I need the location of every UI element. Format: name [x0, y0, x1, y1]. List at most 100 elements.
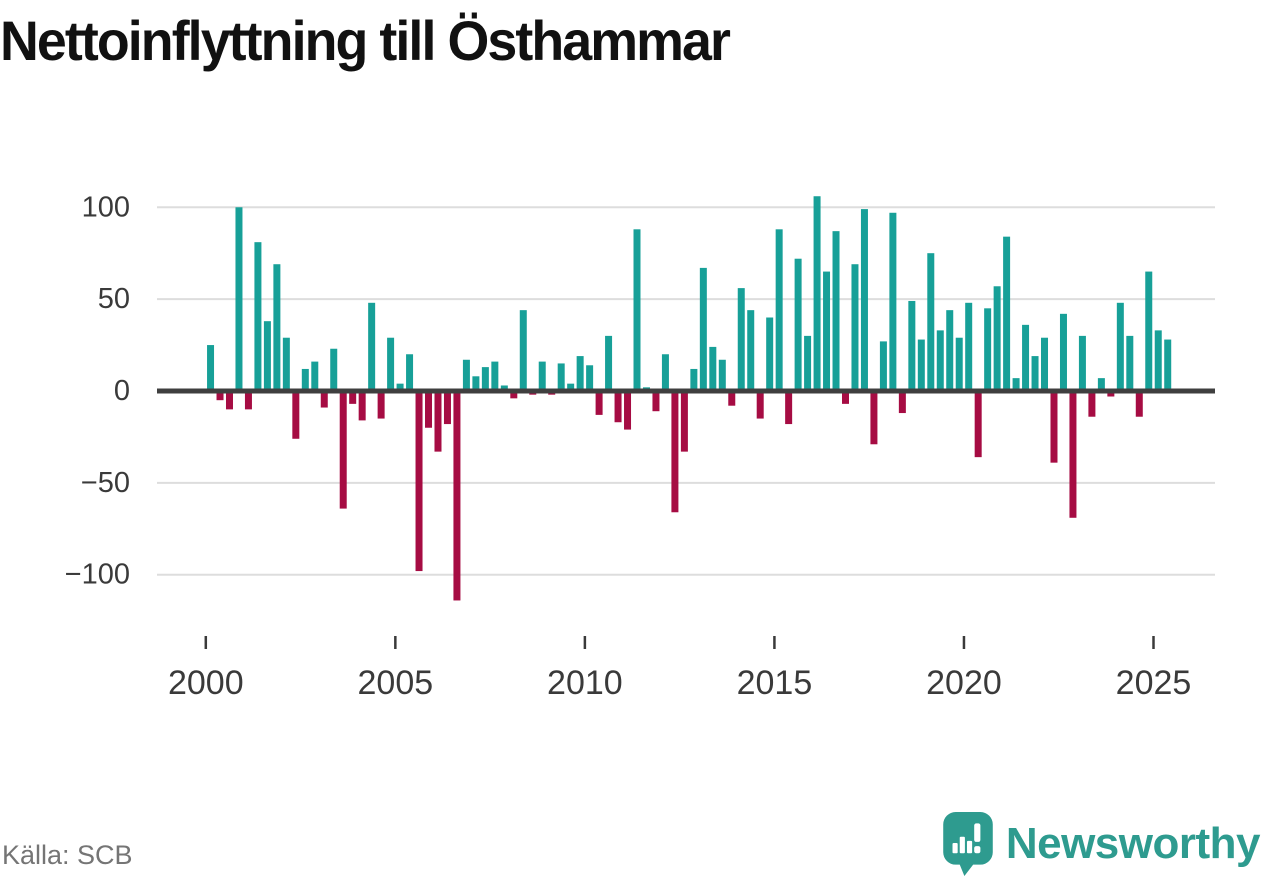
bar: [481, 367, 489, 391]
bar: [330, 348, 338, 391]
bar: [1116, 302, 1124, 391]
bar: [870, 391, 878, 445]
bar: [1003, 236, 1011, 391]
bar: [254, 242, 262, 391]
bar: [387, 337, 395, 391]
bar: [1164, 339, 1172, 391]
bar: [1126, 335, 1134, 391]
x-axis-tick-label: 2010: [547, 664, 623, 702]
bar: [292, 391, 300, 439]
bar: [595, 391, 603, 415]
bar: [415, 391, 423, 572]
bar: [567, 383, 575, 391]
bar: [908, 300, 916, 391]
bar: [538, 361, 546, 391]
bar: [652, 391, 660, 412]
bar: [586, 365, 594, 391]
bar: [605, 335, 613, 391]
x-axis-tick-label: 2005: [358, 664, 434, 702]
bar: [273, 264, 281, 391]
bar: [500, 385, 508, 391]
x-axis-tick-label: 2000: [168, 664, 244, 702]
brand-footer: Newsworthy: [943, 812, 1261, 876]
bar: [851, 264, 859, 391]
bar: [216, 391, 224, 401]
bar: [443, 391, 451, 425]
bar: [699, 267, 707, 391]
bar: [1059, 313, 1067, 391]
bar: [434, 391, 442, 452]
bar: [879, 341, 887, 391]
bar: [1041, 337, 1049, 391]
bar: [737, 288, 745, 391]
bar: [993, 286, 1001, 391]
bar: [358, 391, 366, 421]
bar: [244, 391, 252, 410]
bar: [718, 359, 726, 391]
bar: [225, 391, 233, 410]
bar: [955, 337, 963, 391]
bar: [1135, 391, 1143, 417]
bar: [917, 339, 925, 391]
bar: [453, 391, 461, 601]
bar: [633, 229, 641, 391]
source-label: Källa: SCB: [2, 840, 133, 870]
bar: [747, 310, 755, 391]
bar: [832, 231, 840, 391]
bar: [462, 359, 470, 391]
bar: [235, 207, 243, 391]
brand-name: Newsworthy: [1005, 819, 1261, 868]
newsworthy-logo-icon: [943, 812, 993, 876]
bar: [1097, 378, 1105, 391]
bar: [756, 391, 764, 419]
y-axis-tick-label: −100: [65, 559, 130, 591]
bar: [1107, 391, 1115, 397]
net-migration-bar-chart: 100 50 0 −50 −100 2000 2005 2010 2015 2020 2025: [65, 191, 1215, 702]
bar: [406, 354, 414, 391]
bar: [339, 391, 347, 509]
bar: [680, 391, 688, 452]
bar: [898, 391, 906, 414]
bar: [1145, 271, 1153, 391]
chart-title: Nettoinflyttning till Östhammar: [0, 9, 731, 72]
bar: [282, 337, 290, 391]
bar: [614, 391, 622, 423]
bar: [377, 391, 385, 419]
bar: [491, 361, 499, 391]
bar: [775, 229, 783, 391]
bar: [519, 310, 527, 391]
bar: [728, 391, 736, 406]
bar: [671, 391, 679, 513]
bar: [510, 391, 518, 399]
bar: [785, 391, 793, 425]
bar: [557, 363, 565, 391]
bar: [1012, 378, 1020, 391]
bar: [576, 356, 584, 391]
bar: [842, 391, 849, 404]
bar: [472, 376, 480, 391]
bar: [661, 354, 669, 391]
bar: [301, 368, 309, 391]
bar: [804, 335, 812, 391]
x-axis-tick-label: 2020: [926, 664, 1002, 702]
bar: [1022, 324, 1030, 391]
bar: [984, 308, 992, 391]
bar: [1088, 391, 1096, 417]
bar: [1050, 391, 1058, 463]
bar: [813, 196, 821, 391]
bar: [425, 391, 433, 428]
bar: [936, 330, 944, 391]
bar: [974, 391, 982, 458]
bar: [263, 321, 271, 391]
bar: [624, 391, 632, 430]
bar: [1078, 335, 1086, 391]
bar: [1031, 356, 1039, 391]
bar: [368, 302, 376, 391]
bar: [927, 253, 935, 391]
y-axis-tick-label: 50: [98, 283, 130, 315]
y-axis-tick-label: 0: [114, 375, 130, 407]
bar: [794, 258, 802, 391]
bar: [965, 302, 973, 391]
bar: [396, 383, 404, 391]
